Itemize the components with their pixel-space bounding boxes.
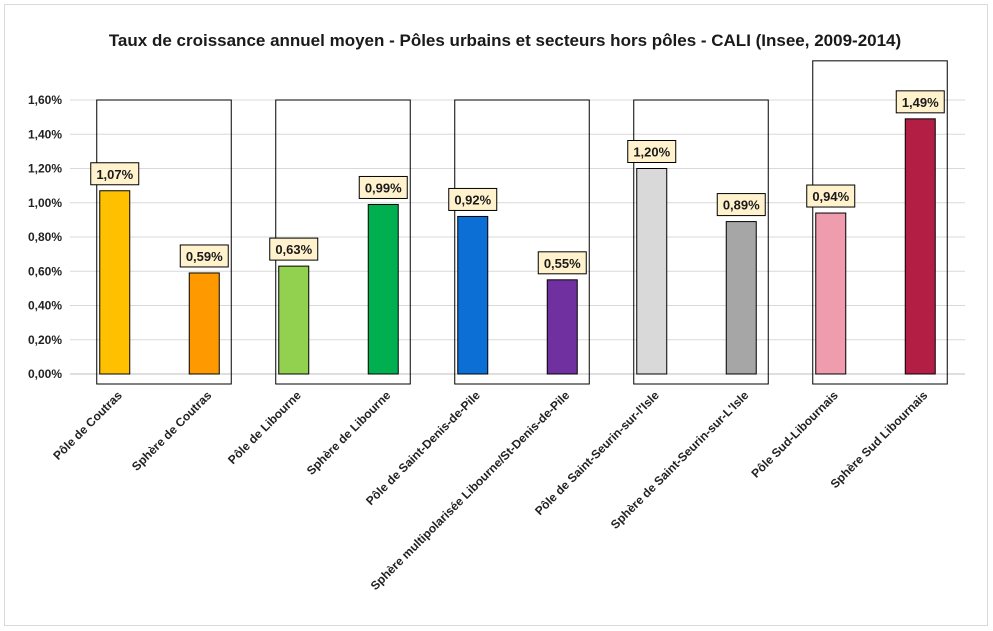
bar <box>636 168 668 375</box>
y-tick-label: 1,60% <box>28 93 62 107</box>
x-category-label: Sphère multipolarisée Libourne/St-Denis-… <box>368 388 573 593</box>
data-label-box <box>895 90 945 114</box>
data-label: 0,92% <box>454 192 491 207</box>
data-labels: 1,07% 0,59% 0,63% 0,99% 0,92% 0,55% 1,20% 0,89%… <box>90 90 945 275</box>
y-tick-label: 0,00% <box>28 367 62 381</box>
chart-title: Taux de croissance annuel moyen - Pôles … <box>108 31 902 50</box>
data-label: 0,94% <box>812 189 849 204</box>
data-label: 0,63% <box>275 242 312 257</box>
data-label-box <box>716 193 766 217</box>
bar <box>546 279 578 375</box>
data-label-box <box>537 251 587 275</box>
data-label: 0,99% <box>365 180 402 195</box>
y-tick-label: 1,20% <box>28 162 62 176</box>
data-label: 1,49% <box>902 95 939 110</box>
bar <box>457 215 489 375</box>
bars <box>99 118 936 375</box>
data-label: 0,89% <box>723 198 760 213</box>
x-category-label: Sphère de Libourne <box>304 388 394 478</box>
data-label-box <box>806 184 856 208</box>
y-tick-label: 0,60% <box>28 264 62 278</box>
x-axis-categories: Pôle de Coutras Sphère de Coutras Pôle de … <box>50 388 930 593</box>
data-label-box <box>627 140 677 163</box>
y-tick-label: 0,20% <box>28 333 62 347</box>
data-label-box <box>358 175 408 199</box>
bar <box>725 221 757 375</box>
y-tick-label: 1,00% <box>28 196 62 210</box>
data-label: 1,07% <box>96 167 133 182</box>
bar <box>188 272 220 375</box>
x-category-label: Pôle de Coutras <box>50 388 125 463</box>
data-label-box <box>448 187 498 211</box>
x-category-label: Sphère Sud Libournais <box>828 388 931 491</box>
y-axis-ticks: 0,00% 0,20% 0,40% 0,60% 0,80% 1,00% 1,20% 1,40%… <box>28 93 62 381</box>
x-category-label: Sphère de Coutras <box>129 388 215 474</box>
bar <box>367 203 399 375</box>
group-box <box>454 99 590 385</box>
group-box <box>96 99 232 385</box>
x-category-label: Pôle Sud-Libournais <box>748 388 841 481</box>
y-tick-label: 1,40% <box>28 127 62 141</box>
bar <box>99 190 131 375</box>
data-label: 0,55% <box>544 256 581 271</box>
data-label: 1,20% <box>633 145 670 160</box>
group-box <box>812 60 948 385</box>
x-category-label: Pôle de Libourne <box>225 388 304 467</box>
data-label: 0,59% <box>186 249 223 264</box>
y-tick-label: 0,40% <box>28 299 62 313</box>
y-tick-label: 0,80% <box>28 230 62 244</box>
group-box <box>633 99 769 385</box>
bar <box>815 212 847 375</box>
data-label-box <box>90 162 140 186</box>
data-label-box <box>269 237 319 261</box>
bar <box>904 118 936 375</box>
data-label-box <box>179 244 229 268</box>
bar <box>278 265 310 375</box>
